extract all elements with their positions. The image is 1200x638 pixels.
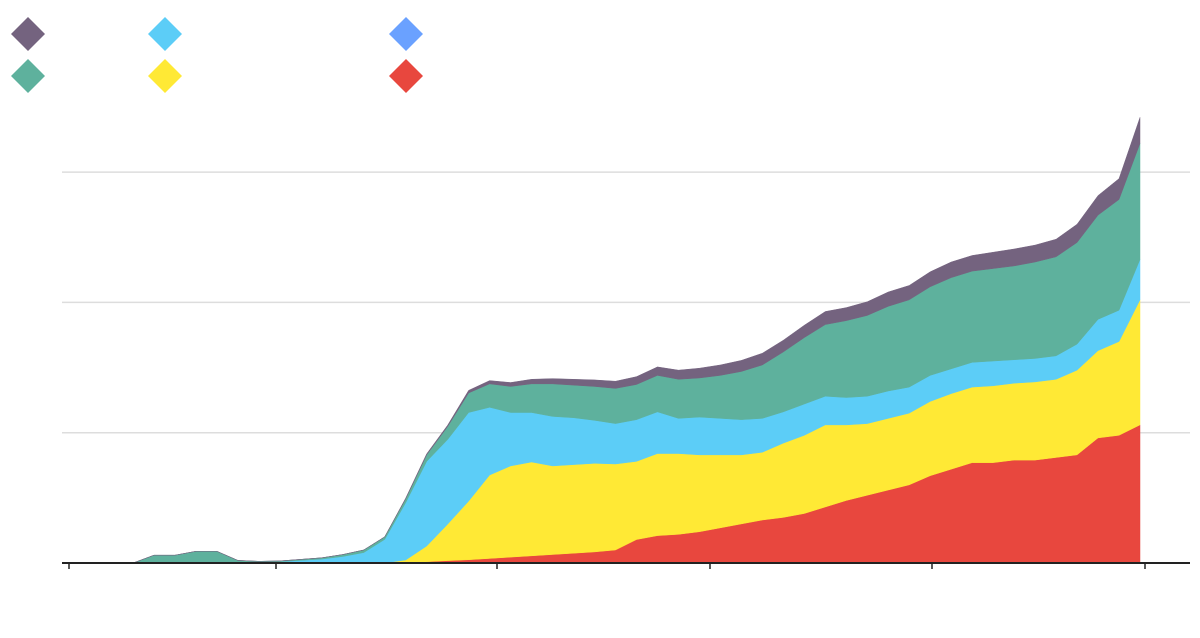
area-series-purple — [112, 117, 1141, 564]
legend-marker-red — [389, 59, 423, 93]
legend-marker-yellow — [148, 59, 182, 93]
legend-marker-teal — [11, 59, 45, 93]
legend-marker-cyan — [148, 17, 182, 51]
legend-marker-blue — [389, 17, 423, 51]
legend-marker-purple — [11, 17, 45, 51]
area-series-group — [112, 117, 1141, 564]
legend — [11, 17, 423, 93]
x-axis — [62, 562, 1190, 569]
